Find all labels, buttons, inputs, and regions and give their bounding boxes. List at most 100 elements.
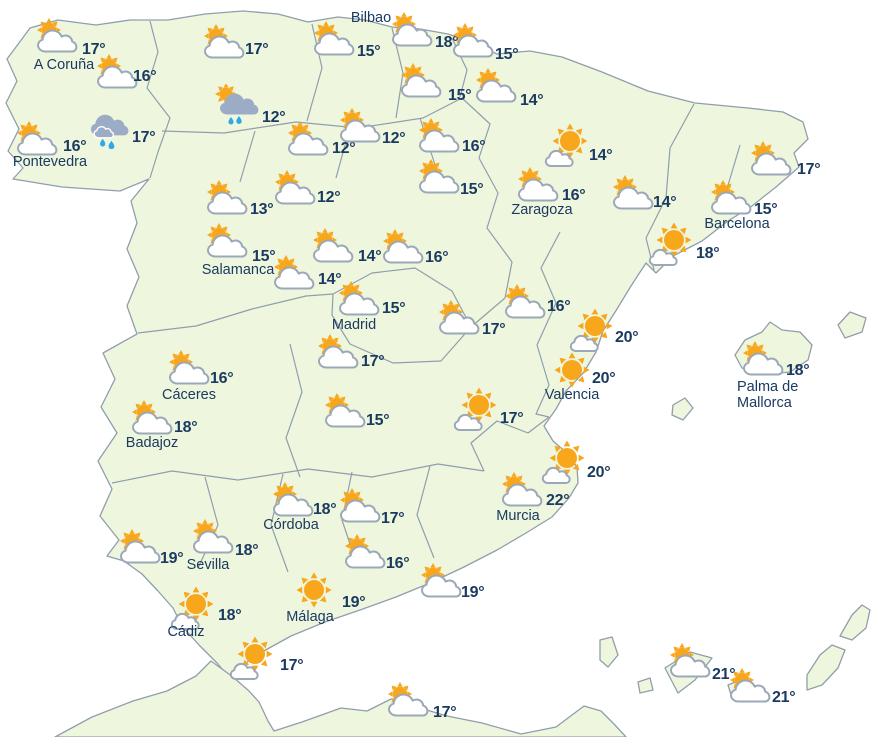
sun-cloud-icon bbox=[14, 121, 60, 158]
temperature-label: 20° bbox=[615, 329, 639, 346]
sun-cloud-icon bbox=[436, 300, 482, 337]
sun-small-cloud-icon bbox=[540, 439, 588, 485]
sun-cloud-icon bbox=[740, 341, 786, 378]
temperature-label: 21° bbox=[772, 689, 796, 706]
sun-cloud-icon bbox=[270, 482, 316, 519]
sun-cloud-icon bbox=[34, 18, 80, 55]
city-label: Zaragoza bbox=[511, 202, 573, 218]
sun-small-cloud-icon bbox=[228, 635, 276, 681]
city-label: Córdoba bbox=[263, 517, 319, 533]
city-label: Badajoz bbox=[125, 435, 179, 451]
sun-cloud-icon bbox=[337, 488, 383, 525]
sun-cloud-icon bbox=[667, 643, 713, 680]
temperature-label: 17° bbox=[132, 129, 156, 146]
temperature-label: 16° bbox=[425, 249, 449, 266]
temperature-label: 15° bbox=[460, 181, 484, 198]
temperature-label: 18° bbox=[313, 501, 337, 518]
sun-cloud-icon bbox=[322, 393, 368, 430]
temperature-label: 18° bbox=[435, 34, 459, 51]
temperature-label: 21° bbox=[712, 666, 736, 683]
sun-cloud-icon bbox=[204, 180, 250, 217]
temperature-label: 15° bbox=[366, 412, 390, 429]
temperature-label: 18° bbox=[696, 245, 720, 262]
africa-coast bbox=[54, 660, 627, 737]
city-label: Sevilla bbox=[186, 557, 230, 573]
temperature-label: 19° bbox=[342, 594, 366, 611]
sun-cloud-icon bbox=[398, 63, 444, 100]
temperature-label: 18° bbox=[174, 419, 198, 436]
temperature-label: 12° bbox=[332, 140, 356, 157]
sun-cloud-icon bbox=[342, 534, 388, 571]
city-label: Pontevedra bbox=[12, 154, 88, 170]
sun-cloud-icon bbox=[285, 121, 331, 158]
temperature-label: 18° bbox=[235, 542, 259, 559]
sun-cloud-icon bbox=[271, 255, 317, 292]
sun-cloud-icon bbox=[610, 175, 656, 212]
city-label: Barcelona bbox=[704, 216, 770, 232]
temperature-label: 15° bbox=[495, 46, 519, 63]
temperature-label: 17° bbox=[381, 510, 405, 527]
sun-small-cloud-icon bbox=[568, 307, 616, 353]
sun-cloud-icon bbox=[380, 229, 426, 266]
temperature-label: 17° bbox=[433, 704, 457, 721]
sun-cloud-icon bbox=[473, 68, 519, 105]
sun-cloud-icon bbox=[385, 682, 431, 719]
sun-cloud-icon bbox=[315, 334, 361, 371]
city-label: Murcia bbox=[496, 508, 540, 524]
sun-small-cloud-icon bbox=[452, 386, 500, 432]
temperature-label: 16° bbox=[133, 68, 157, 85]
temperature-label: 15° bbox=[754, 201, 778, 218]
sun-cloud-icon bbox=[708, 180, 754, 217]
rain-icon bbox=[87, 107, 132, 149]
temperature-label: 12° bbox=[382, 130, 406, 147]
sun-small-cloud-icon bbox=[543, 122, 591, 168]
sun-icon bbox=[553, 351, 591, 389]
city-label: Palma de Mallorca bbox=[737, 379, 799, 411]
sun-cloud-icon bbox=[748, 141, 794, 178]
temperature-label: 18° bbox=[218, 607, 242, 624]
temperature-label: 17° bbox=[82, 41, 106, 58]
city-label: Cáceres bbox=[162, 387, 216, 403]
sun-cloud-icon bbox=[337, 108, 383, 145]
temperature-label: 17° bbox=[280, 657, 304, 674]
temperature-label: 16° bbox=[386, 555, 410, 572]
temperature-label: 14° bbox=[358, 248, 382, 265]
sun-cloud-icon bbox=[336, 281, 382, 318]
sun-cloud-icon bbox=[502, 284, 548, 321]
temperature-label: 16° bbox=[562, 187, 586, 204]
temperature-label: 20° bbox=[587, 464, 611, 481]
sun-cloud-icon bbox=[272, 170, 318, 207]
temperature-label: 22° bbox=[546, 492, 570, 509]
temperature-label: 17° bbox=[245, 41, 269, 58]
temperature-label: 14° bbox=[520, 92, 544, 109]
temperature-label: 17° bbox=[797, 161, 821, 178]
temperature-label: 15° bbox=[448, 87, 472, 104]
sun-small-cloud-icon bbox=[647, 221, 695, 267]
sun-cloud-icon bbox=[201, 24, 247, 61]
sun-cloud-icon bbox=[117, 529, 163, 566]
sun-cloud-icon bbox=[450, 23, 496, 60]
mainland-spain bbox=[5, 10, 809, 678]
city-label: Valencia bbox=[544, 387, 600, 403]
city-label: Madrid bbox=[331, 317, 377, 333]
sun-cloud-icon bbox=[727, 668, 773, 705]
temperature-label: 17° bbox=[361, 353, 385, 370]
city-label: A Coruña bbox=[33, 57, 95, 73]
city-label: Bilbao bbox=[350, 10, 392, 26]
city-label: Cádiz bbox=[167, 624, 205, 640]
sun-cloud-icon bbox=[416, 118, 462, 155]
sun-rain-icon bbox=[214, 84, 260, 128]
temperature-label: 12° bbox=[262, 109, 286, 126]
temperature-label: 19° bbox=[160, 550, 184, 567]
temperature-label: 15° bbox=[357, 43, 381, 60]
sun-cloud-icon bbox=[190, 519, 236, 556]
sun-cloud-icon bbox=[129, 400, 175, 437]
temperature-label: 13° bbox=[250, 201, 274, 218]
sun-cloud-icon bbox=[166, 350, 212, 387]
sun-cloud-icon bbox=[418, 563, 464, 600]
temperature-label: 14° bbox=[653, 194, 677, 211]
temperature-label: 16° bbox=[547, 298, 571, 315]
